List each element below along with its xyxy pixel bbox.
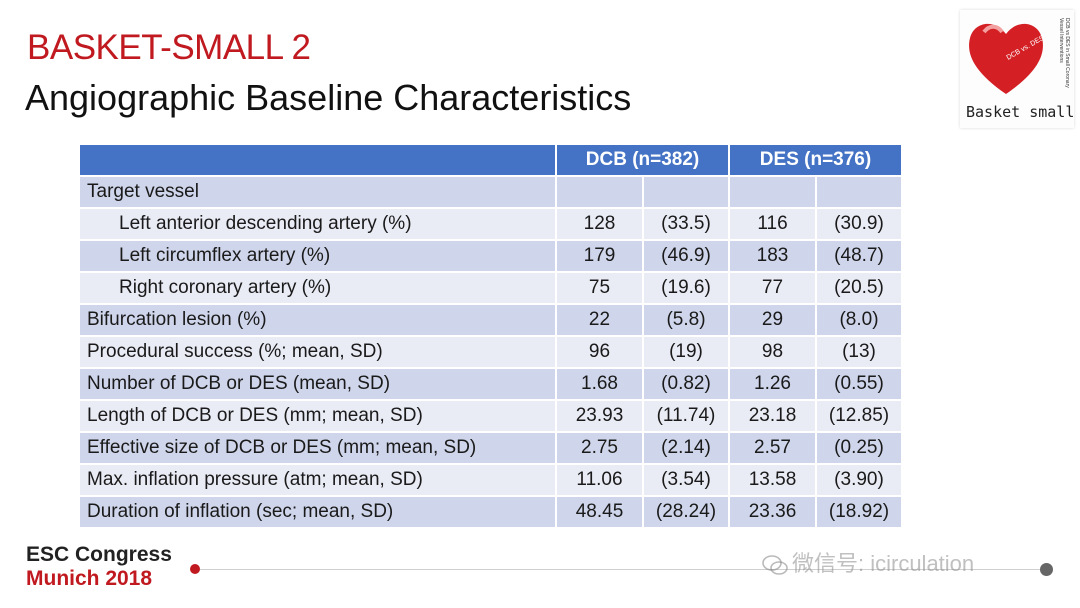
des-sd: (3.90) (815, 463, 903, 497)
row-label: Target vessel (78, 175, 557, 209)
des-value: 183 (728, 239, 817, 273)
des-value: 116 (728, 207, 817, 241)
table-body: Target vessel Left anterior descending ar… (78, 175, 903, 529)
dcb-value (555, 175, 644, 209)
wechat-watermark: 微信号: icirculation (762, 546, 974, 578)
des-value: 13.58 (728, 463, 817, 497)
row-label: Number of DCB or DES (mean, SD) (78, 367, 557, 401)
row-label: Effective size of DCB or DES (mm; mean, … (78, 431, 557, 465)
dcb-value: 1.68 (555, 367, 644, 401)
dcb-value: 128 (555, 207, 644, 241)
footer-line1: ESC Congress (26, 543, 172, 566)
table-row: Right coronary artery (%) 75 (19.6) 77 (20.5… (78, 271, 903, 305)
table-header-row: DCB (n=382) DES (n=376) (78, 143, 903, 177)
row-label: Left circumflex artery (%) (78, 239, 557, 273)
dcb-sd: (19.6) (642, 271, 730, 305)
dcb-sd (642, 175, 730, 209)
logo-brand: Basket small 2 (966, 97, 1080, 123)
table-row: Length of DCB or DES (mm; mean, SD) 23.93… (78, 399, 903, 433)
heart-logo-icon: DCB vs. DES (969, 23, 1046, 94)
des-value: 2.57 (728, 431, 817, 465)
des-sd: (13) (815, 335, 903, 369)
dcb-value: 23.93 (555, 399, 644, 433)
dcb-value: 48.45 (555, 495, 644, 529)
dcb-value: 96 (555, 335, 644, 369)
page-subtitle: Angiographic Baseline Characteristics (25, 77, 632, 118)
page-title: BASKET-SMALL 2 (27, 28, 311, 67)
logo-side-text: DCB vs DES in Small Coronary Vessel Inte… (1058, 18, 1070, 88)
dcb-sd: (0.82) (642, 367, 730, 401)
des-value (728, 175, 817, 209)
des-sd: (0.25) (815, 431, 903, 465)
table-row: Number of DCB or DES (mean, SD) 1.68 (0.82… (78, 367, 903, 401)
dcb-value: 2.75 (555, 431, 644, 465)
row-label: Left anterior descending artery (%) (78, 207, 557, 241)
header-label-cell (78, 143, 557, 177)
des-sd (815, 175, 903, 209)
footer-line2: Munich 2018 (26, 567, 153, 590)
des-sd: (8.0) (815, 303, 903, 337)
table-row: Left circumflex artery (%) 179 (46.9) 183 (4… (78, 239, 903, 273)
des-sd: (30.9) (815, 207, 903, 241)
row-label: Right coronary artery (%) (78, 271, 557, 305)
des-value: 29 (728, 303, 817, 337)
row-label: Length of DCB or DES (mm; mean, SD) (78, 399, 557, 433)
table-row: Duration of inflation (sec; mean, SD) 48.… (78, 495, 903, 529)
footer-grey-dot (1040, 563, 1053, 576)
des-sd: (12.85) (815, 399, 903, 433)
dcb-value: 22 (555, 303, 644, 337)
logo-brand-name: Basket small (966, 103, 1075, 121)
wechat-icon (762, 555, 788, 575)
table-row: Left anterior descending artery (%) 128 (3… (78, 207, 903, 241)
footer-divider (200, 569, 1046, 570)
table-row: Bifurcation lesion (%) 22 (5.8) 29 (8.0) (78, 303, 903, 337)
row-label: Duration of inflation (sec; mean, SD) (78, 495, 557, 529)
dcb-sd: (46.9) (642, 239, 730, 273)
baseline-table: DCB (n=382) DES (n=376) Target vessel Lef… (78, 143, 903, 529)
dcb-value: 179 (555, 239, 644, 273)
des-sd: (48.7) (815, 239, 903, 273)
dcb-sd: (3.54) (642, 463, 730, 497)
header-des: DES (n=376) (728, 143, 903, 177)
table-row: Max. inflation pressure (atm; mean, SD) 1… (78, 463, 903, 497)
dcb-value: 75 (555, 271, 644, 305)
des-sd: (18.92) (815, 495, 903, 529)
des-value: 1.26 (728, 367, 817, 401)
table-row: Procedural success (%; mean, SD) 96 (19) 98… (78, 335, 903, 369)
dcb-sd: (19) (642, 335, 730, 369)
row-label: Max. inflation pressure (atm; mean, SD) (78, 463, 557, 497)
table-row: Effective size of DCB or DES (mm; mean, … (78, 431, 903, 465)
watermark-text: 微信号: icirculation (792, 551, 975, 576)
basket-small-logo: DCB vs. DES DCB vs DES in Small Coronary… (960, 10, 1074, 128)
row-label: Bifurcation lesion (%) (78, 303, 557, 337)
dcb-sd: (33.5) (642, 207, 730, 241)
footer-congress: ESC Congress Munich 2018 (26, 543, 172, 591)
footer-red-dot (190, 564, 200, 574)
des-value: 98 (728, 335, 817, 369)
dcb-sd: (28.24) (642, 495, 730, 529)
table-row: Target vessel (78, 175, 903, 209)
row-label: Procedural success (%; mean, SD) (78, 335, 557, 369)
dcb-sd: (11.74) (642, 399, 730, 433)
dcb-sd: (5.8) (642, 303, 730, 337)
dcb-sd: (2.14) (642, 431, 730, 465)
des-value: 77 (728, 271, 817, 305)
des-value: 23.18 (728, 399, 817, 433)
header-dcb: DCB (n=382) (555, 143, 730, 177)
des-sd: (20.5) (815, 271, 903, 305)
dcb-value: 11.06 (555, 463, 644, 497)
des-sd: (0.55) (815, 367, 903, 401)
des-value: 23.36 (728, 495, 817, 529)
